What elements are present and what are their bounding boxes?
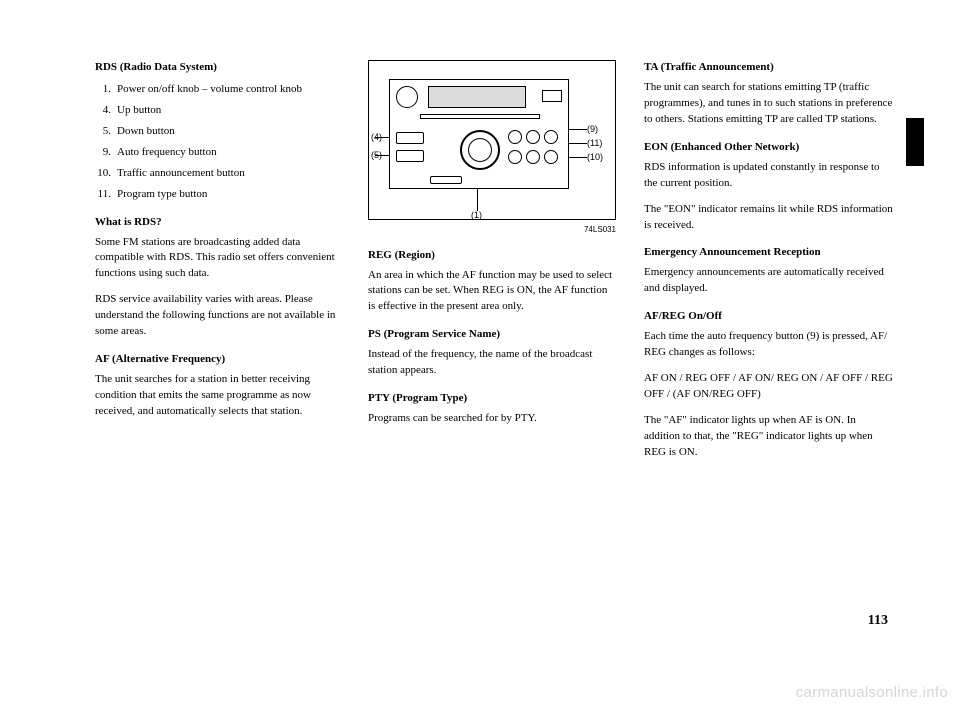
column-3: TA (Traffic Announcement) The unit can s… xyxy=(644,60,894,471)
afreg-title: AF/REG On/Off xyxy=(644,309,894,325)
cd-slot-icon xyxy=(420,114,540,119)
radio-display xyxy=(428,86,526,108)
callout-10: (10) xyxy=(587,151,603,164)
whatis-p2: RDS service availability varies with are… xyxy=(95,292,340,340)
down-button-icon xyxy=(396,150,424,162)
eon-title: EON (Enhanced Other Network) xyxy=(644,140,894,156)
eon-p2: The "EON" indicator remains lit while RD… xyxy=(644,202,894,234)
pty-body: Programs can be searched for by PTY. xyxy=(368,411,616,427)
ps-title: PS (Program Service Name) xyxy=(368,327,616,343)
section-tab xyxy=(906,118,924,166)
column-1: RDS (Radio Data System) 1.Power on/off k… xyxy=(95,60,340,471)
eon-p1: RDS information is updated constantly in… xyxy=(644,160,894,192)
callout-5: (5) xyxy=(371,149,382,162)
ps-body: Instead of the frequency, the name of th… xyxy=(368,347,616,379)
emer-body: Emergency announcements are automaticall… xyxy=(644,265,894,297)
ta-title: TA (Traffic Announcement) xyxy=(644,60,894,76)
legend-list: 1.Power on/off knob – volume control kno… xyxy=(95,82,340,203)
callout-9: (9) xyxy=(587,123,598,136)
whatis-p1: Some FM stations are broadcasting added … xyxy=(95,235,340,283)
afreg-p3: The "AF" indicator lights up when AF is … xyxy=(644,413,894,461)
callout-line xyxy=(569,157,587,158)
callout-line xyxy=(569,129,587,130)
radio-body xyxy=(389,79,569,189)
watermark: carmanualsonline.info xyxy=(796,684,948,701)
diagram-caption: 74LS031 xyxy=(368,224,616,236)
manual-page: RDS (Radio Data System) 1.Power on/off k… xyxy=(95,60,885,471)
callout-4: (4) xyxy=(371,131,382,144)
legend-item: 4.Up button xyxy=(95,103,340,119)
volume-bar-icon xyxy=(430,176,462,184)
af-title: AF (Alternative Frequency) xyxy=(95,352,340,368)
legend-item: 9.Auto frequency button xyxy=(95,145,340,161)
preset-button-icon xyxy=(544,150,558,164)
column-2: (9) (11) (10) (4) (5) (1) 74LS031 REG (R… xyxy=(368,60,616,471)
eject-button-icon xyxy=(542,90,562,102)
emer-title: Emergency Announcement Reception xyxy=(644,245,894,261)
legend-item: 5.Down button xyxy=(95,124,340,140)
reg-title: REG (Region) xyxy=(368,248,616,264)
radio-diagram: (9) (11) (10) (4) (5) (1) xyxy=(368,60,616,220)
callout-1: (1) xyxy=(471,209,482,222)
preset-button-icon xyxy=(544,130,558,144)
callout-line xyxy=(569,143,587,144)
callout-11: (11) xyxy=(587,137,602,150)
preset-button-icon xyxy=(508,130,522,144)
reg-body: An area in which the AF function may be … xyxy=(368,268,616,316)
rds-heading: RDS (Radio Data System) xyxy=(95,60,340,76)
page-number: 113 xyxy=(868,613,888,629)
afreg-p1: Each time the auto frequency button (9) … xyxy=(644,329,894,361)
up-button-icon xyxy=(396,132,424,144)
legend-item: 1.Power on/off knob – volume control kno… xyxy=(95,82,340,98)
legend-item: 11.Program type button xyxy=(95,187,340,203)
preset-button-icon xyxy=(526,150,540,164)
preset-button-icon xyxy=(526,130,540,144)
tune-dial-inner-icon xyxy=(468,138,492,162)
whatis-title: What is RDS? xyxy=(95,215,340,231)
af-body: The unit searches for a station in bette… xyxy=(95,372,340,420)
ta-body: The unit can search for stations emittin… xyxy=(644,80,894,128)
power-knob-icon xyxy=(396,86,418,108)
callout-line xyxy=(477,189,478,211)
pty-title: PTY (Program Type) xyxy=(368,391,616,407)
preset-button-icon xyxy=(508,150,522,164)
legend-item: 10.Traffic announcement button xyxy=(95,166,340,182)
afreg-p2: AF ON / REG OFF / AF ON/ REG ON / AF OFF… xyxy=(644,371,894,403)
